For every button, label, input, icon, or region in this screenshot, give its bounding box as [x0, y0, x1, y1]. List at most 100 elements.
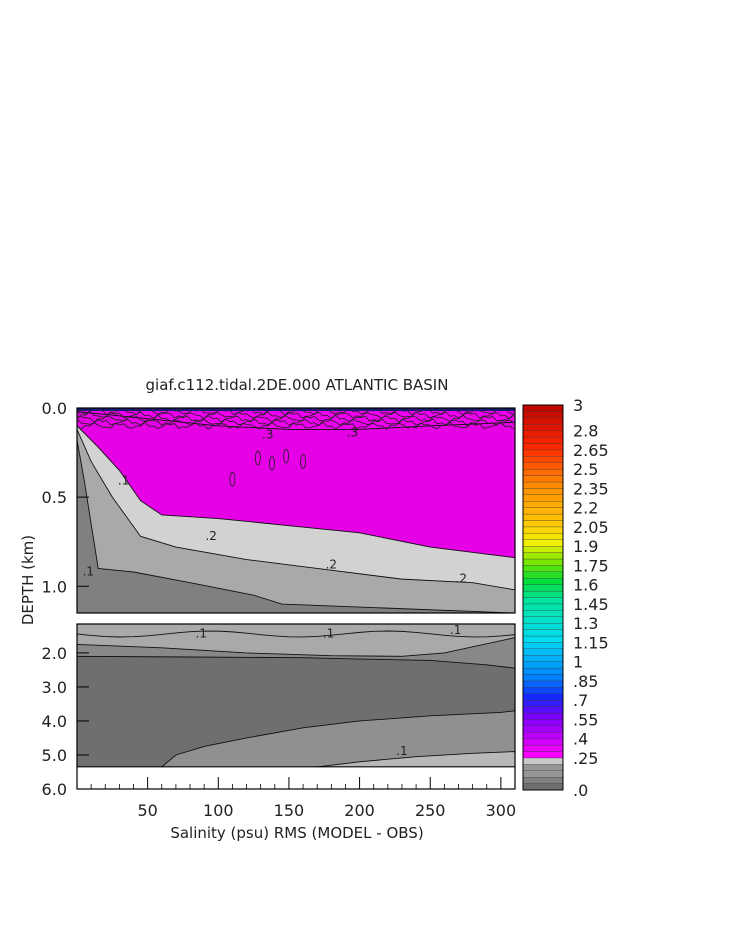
colorbar-swatch [522, 693, 564, 701]
colorbar-frame [522, 404, 564, 791]
y-tick-label: 1.0 [42, 577, 67, 596]
colorbar-swatch [522, 757, 564, 765]
colorbar-swatch [522, 578, 564, 585]
colorbar-label: 1.15 [573, 633, 609, 652]
y-tick-label: 2.0 [42, 644, 67, 663]
colorbar-label: 1.9 [573, 537, 598, 556]
x-tick-label: 150 [274, 801, 305, 820]
colorbar-swatch [522, 584, 564, 592]
colorbar-swatch [522, 738, 564, 746]
x-axis-label: Salinity (psu) RMS (MODEL - OBS) [170, 824, 423, 842]
colorbar-label: .85 [573, 672, 598, 691]
contour-label: .1 [118, 474, 129, 488]
colorbar-label: 1.6 [573, 576, 598, 595]
colorbar-label: 1 [573, 653, 583, 672]
colorbar-swatch [522, 520, 564, 528]
colorbar-label: .25 [573, 749, 598, 768]
colorbar-swatch [522, 783, 564, 791]
closed-contour [283, 448, 290, 464]
colorbar-swatch [522, 462, 564, 470]
contour-line [76, 630, 516, 638]
closed-contour [300, 454, 306, 469]
colorbar-swatch [522, 565, 564, 572]
colorbar-swatch [522, 725, 564, 733]
colorbar-swatch [522, 404, 564, 412]
colorbar-label: 1.75 [573, 556, 609, 575]
colorbar-swatch [522, 648, 564, 656]
x-tick-label: 300 [486, 801, 517, 820]
contour-label: .2 [326, 557, 337, 571]
contour-label: .1 [396, 744, 407, 758]
colorbar-label: .7 [573, 691, 588, 710]
chart-title: giaf.c112.tidal.2DE.000 ATLANTIC BASIN [146, 376, 449, 394]
colorbar-swatch [522, 712, 564, 720]
colorbar-swatch [522, 610, 564, 617]
colorbar-swatch [522, 449, 564, 457]
colorbar-swatch [522, 513, 564, 521]
surface-contour [76, 421, 514, 430]
axes: 0.0 0.5 1.0 2.0 3.0 4.0 5.0 6.0 50 100 150 200 250 30… [42, 399, 517, 820]
colorbar-label: 1.45 [573, 595, 609, 614]
colorbar-swatch [522, 546, 564, 553]
contour-label: .2 [205, 529, 216, 543]
colorbar: 32.82.652.52.352.22.051.91.751.61.451.31… [522, 396, 609, 800]
colorbar-swatch [522, 616, 564, 624]
contour-label: .1 [196, 627, 207, 641]
colorbar-swatch [522, 777, 564, 784]
colorbar-swatch [522, 590, 564, 598]
colorbar-label: 2.35 [573, 479, 609, 498]
colorbar-swatch [522, 533, 564, 540]
colorbar-label: 1.3 [573, 614, 598, 633]
colorbar-swatch [522, 597, 564, 605]
colorbar-swatch [522, 539, 564, 547]
colorbar-swatch [522, 655, 564, 662]
x-tick-label: 50 [137, 801, 157, 820]
colorbar-label: 2.2 [573, 499, 598, 518]
surface-band [77, 408, 515, 411]
surface-contour [76, 411, 514, 420]
colorbar-swatch [522, 751, 564, 759]
colorbar-swatch [522, 744, 564, 752]
y-axis-label: DEPTH (km) [19, 535, 37, 625]
colorbar-swatch [522, 526, 564, 534]
colorbar-swatch [522, 507, 564, 515]
colorbar-swatch [522, 603, 564, 611]
colorbar-swatch [522, 481, 564, 489]
colorbar-swatch [522, 623, 564, 630]
colorbar-swatch [522, 424, 564, 431]
colorbar-label: 3 [573, 396, 583, 415]
y-tick-label: 0.0 [42, 399, 67, 418]
colorbar-swatch [522, 764, 564, 771]
colorbar-swatch [522, 706, 564, 714]
colorbar-swatch [522, 674, 564, 682]
contour-label: .3 [347, 426, 358, 440]
colorbar-swatch [522, 770, 564, 778]
colorbar-label: 2.5 [573, 460, 598, 479]
colorbar-swatch [522, 469, 564, 476]
colorbar-swatch [522, 501, 564, 508]
colorbar-label: .55 [573, 710, 598, 729]
colorbar-swatch [522, 667, 564, 675]
closed-contour [254, 450, 261, 466]
colorbar-swatch [522, 732, 564, 739]
colorbar-swatch [522, 661, 564, 669]
colorbar-label: .0 [573, 781, 588, 800]
colorbar-swatch [522, 552, 564, 560]
colorbar-swatch [522, 700, 564, 707]
colorbar-swatch [522, 430, 564, 438]
lower-panel-frame [76, 623, 516, 790]
colorbar-swatch [522, 436, 564, 444]
x-tick-label: 100 [203, 801, 234, 820]
contour-label: .1 [450, 623, 461, 637]
lower-panel: .1 .1 .1 .1 [76, 623, 516, 790]
colorbar-swatch [522, 719, 564, 726]
upper-panel: .1 .2 .2 .2 .1 .3 .3 [76, 407, 516, 614]
colorbar-swatch [522, 635, 564, 643]
y-tick-label: 0.5 [42, 488, 67, 507]
colorbar-label: 2.05 [573, 518, 609, 537]
colorbar-label: .4 [573, 730, 588, 749]
colorbar-swatch [522, 456, 564, 463]
colorbar-swatch [522, 629, 564, 637]
contour-label: .3 [262, 427, 273, 441]
